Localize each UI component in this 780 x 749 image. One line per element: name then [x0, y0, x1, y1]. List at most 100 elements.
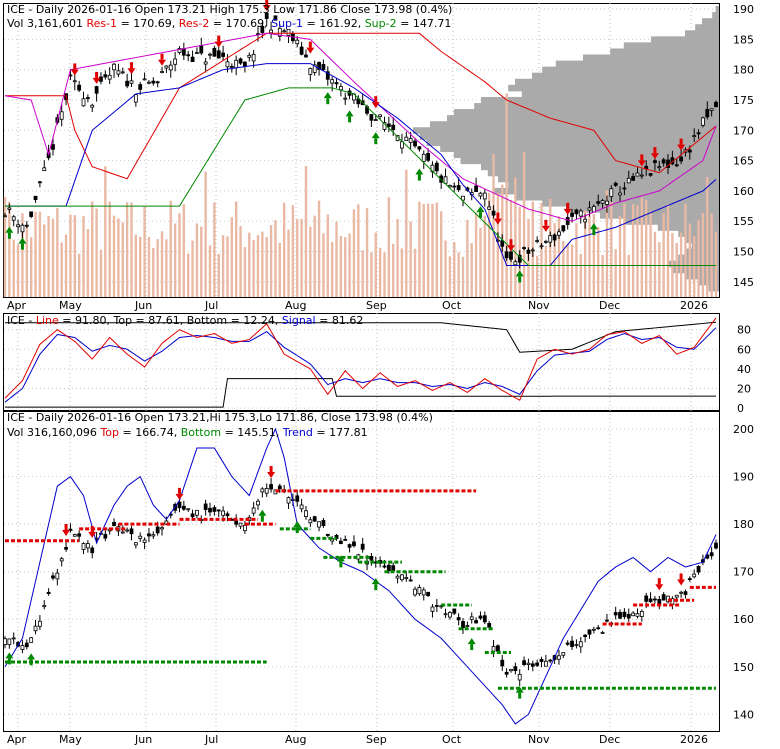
volume-bar	[544, 245, 548, 297]
volume-profile-bar	[542, 200, 719, 207]
volume-bar	[204, 171, 207, 297]
sell-arrow	[493, 212, 502, 225]
trend-candle	[112, 521, 116, 527]
sell-arrow	[563, 202, 572, 215]
price-candle	[526, 249, 531, 254]
trend-candle	[574, 644, 579, 646]
price-candle	[90, 104, 95, 108]
price-header-line2-part: Res-2	[179, 17, 210, 30]
trend-candle	[474, 620, 478, 624]
price-candle	[478, 192, 483, 197]
stoch-header-part: = 81.62	[319, 314, 363, 327]
price-candle	[609, 188, 614, 197]
price-y-tick-label: 155	[733, 215, 754, 228]
trend-candle	[496, 645, 500, 652]
price-candle	[94, 86, 99, 94]
volume-bar	[627, 254, 630, 297]
sell-arrow-shaft	[217, 35, 221, 42]
trend-candle	[487, 622, 492, 628]
sell-arrow-head	[650, 153, 659, 160]
volume-bar	[326, 214, 329, 297]
volume-profile-bar	[583, 54, 719, 62]
buy-arrow-shaft	[348, 116, 352, 123]
x-tick-label: Sep	[366, 299, 387, 312]
trend-header-line2-part: = 177.81	[316, 426, 367, 439]
volume-profile-bar	[447, 115, 719, 122]
volume-bar	[409, 221, 412, 297]
trend-candle	[426, 591, 431, 597]
x-tick-label: May	[59, 299, 82, 312]
sell-arrow	[262, 0, 271, 12]
volume-profile-bar	[453, 151, 719, 159]
volume-bar	[588, 214, 591, 297]
volume-bar	[43, 224, 46, 297]
price-candle	[273, 15, 278, 21]
price-candle	[29, 211, 34, 217]
volume-bar	[514, 177, 517, 297]
trend-candle	[72, 534, 77, 537]
x-tick-label: Apr	[7, 299, 27, 312]
trend-candle	[160, 527, 164, 530]
volume-bar	[104, 166, 107, 297]
trend-candle	[195, 509, 199, 516]
volume-bar	[165, 239, 168, 297]
volume-profile-bar	[715, 6, 719, 13]
volume-bar	[605, 190, 609, 297]
trend-candle	[360, 543, 365, 550]
volume-bar	[3, 196, 7, 297]
volume-profile-bar	[481, 96, 719, 104]
price-candle	[657, 166, 662, 169]
x-tick-label: Nov	[528, 733, 550, 745]
trend-candle	[583, 634, 588, 638]
sell-arrow-shaft	[679, 573, 683, 580]
trend-candle	[68, 528, 73, 531]
price-candle	[72, 80, 77, 83]
trend-candle	[461, 621, 465, 628]
price-candle	[334, 82, 339, 85]
price-candle	[513, 261, 518, 266]
volume-profile-bar	[515, 78, 719, 86]
trend-candle	[277, 485, 282, 490]
sell-arrow-head	[92, 77, 101, 84]
price-candle	[103, 74, 108, 78]
trend-candle	[129, 528, 134, 535]
volume-profile-bar	[487, 169, 719, 177]
price-y-tick-label: 150	[733, 246, 754, 259]
trend-candle	[203, 503, 208, 510]
volume-bar	[675, 242, 678, 297]
price-candle	[107, 74, 112, 80]
buy-arrow-head	[5, 226, 14, 233]
volume-bar	[56, 207, 59, 297]
volume-profile-bar	[474, 103, 719, 110]
volume-bar	[8, 201, 11, 297]
sell-arrow	[92, 71, 101, 84]
sell-arrow	[677, 138, 686, 151]
volume-profile-bar	[532, 72, 719, 80]
buy-arrow-shaft	[295, 527, 299, 534]
sell-arrow-shaft	[653, 147, 657, 154]
volume-bar	[60, 242, 63, 297]
sell-arrow-head	[262, 5, 271, 12]
price-candle	[81, 98, 86, 107]
price-candle	[696, 132, 701, 135]
trend-candle	[469, 616, 474, 620]
trend-candle	[408, 579, 413, 582]
price-candle	[7, 207, 12, 210]
x-tick-label: 2026	[680, 299, 708, 312]
trend-candle	[430, 606, 435, 612]
buy-arrow-head	[589, 223, 598, 230]
price-candle	[369, 114, 374, 121]
price-candle	[618, 192, 622, 196]
volume-bar	[496, 192, 500, 297]
sell-arrow-head	[127, 68, 136, 75]
volume-bar	[160, 231, 164, 297]
price-candle	[591, 206, 596, 213]
sell-arrow	[655, 578, 664, 591]
trend-candle	[299, 504, 304, 510]
x-tick-label: Jun	[134, 299, 152, 312]
trend-candle	[208, 507, 212, 513]
price-candle	[330, 79, 335, 84]
price-candle	[195, 52, 199, 54]
price-candle	[578, 210, 583, 217]
price-candle	[42, 167, 47, 172]
